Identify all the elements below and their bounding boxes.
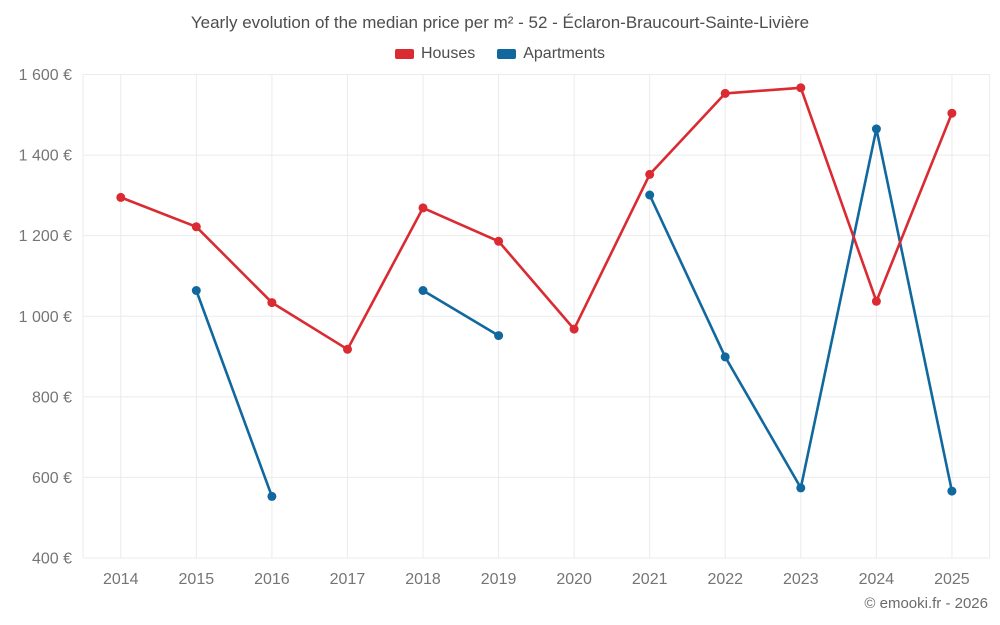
x-tick-label: 2022 [707, 571, 743, 588]
houses-swatch-icon [394, 49, 414, 59]
apartments-swatch-icon [497, 49, 517, 59]
apartments-data-point [871, 124, 881, 134]
x-tick-label: 2020 [556, 571, 592, 588]
houses-data-point [645, 169, 655, 179]
x-tick-label: 2017 [330, 571, 366, 588]
apartments-data-point [645, 190, 655, 200]
apartments-series [191, 124, 957, 501]
x-tick-label: 2016 [254, 571, 290, 588]
houses-data-point [796, 83, 806, 93]
y-tick-label: 1 400 € [19, 148, 72, 165]
legend-label-houses: Houses [420, 45, 476, 62]
y-axis-labels: 400 € 600 € 800 € 1 000 € 1 200 € 1 400 € 1 60… [19, 67, 72, 568]
x-tick-label: 2014 [103, 571, 139, 588]
houses-data-point [267, 298, 277, 308]
x-tick-label: 2024 [859, 571, 895, 588]
y-tick-label: 800 € [32, 389, 72, 406]
legend-item-houses[interactable]: Houses [394, 45, 476, 63]
x-tick-label: 2018 [405, 571, 441, 588]
apartments-data-point [418, 286, 428, 295]
x-tick-label: 2023 [783, 571, 819, 588]
y-tick-label: 1 200 € [19, 228, 72, 245]
houses-data-point [494, 236, 504, 246]
x-tick-label: 2019 [481, 571, 517, 588]
houses-data-point [720, 88, 730, 98]
y-tick-label: 1 000 € [19, 309, 72, 326]
houses-data-point [418, 203, 428, 213]
legend-item-apartments[interactable]: Apartments [497, 45, 605, 63]
copyright-footer: © emooki.fr - 2026 [864, 595, 988, 612]
apartments-data-point [267, 491, 277, 501]
gridlines [82, 74, 991, 559]
houses-data-point [191, 222, 201, 232]
houses-data-point [947, 108, 957, 118]
apartments-data-point [191, 286, 201, 295]
houses-series [116, 83, 957, 354]
apartments-data-point [494, 331, 504, 341]
y-tick-label: 600 € [32, 470, 72, 487]
legend: Houses Apartments [0, 45, 1000, 63]
x-tick-label: 2025 [934, 571, 970, 588]
x-axis-labels: 2014 2015 2016 2017 2018 2019 2020 2021 2022 2023… [103, 571, 970, 588]
houses-data-point [116, 192, 126, 202]
x-tick-label: 2021 [632, 571, 668, 588]
y-tick-label: 1 600 € [19, 67, 72, 84]
legend-label-apartments: Apartments [523, 45, 606, 62]
chart-title: Yearly evolution of the median price per… [190, 13, 810, 32]
houses-line [119, 86, 954, 351]
y-tick-label: 400 € [32, 551, 72, 568]
apartments-data-point [720, 352, 730, 362]
x-tick-label: 2015 [179, 571, 215, 588]
houses-data-point [871, 296, 881, 306]
houses-data-point [569, 324, 579, 334]
houses-data-point [343, 344, 352, 354]
apartments-data-point [796, 483, 806, 493]
apartments-data-point [947, 486, 957, 496]
